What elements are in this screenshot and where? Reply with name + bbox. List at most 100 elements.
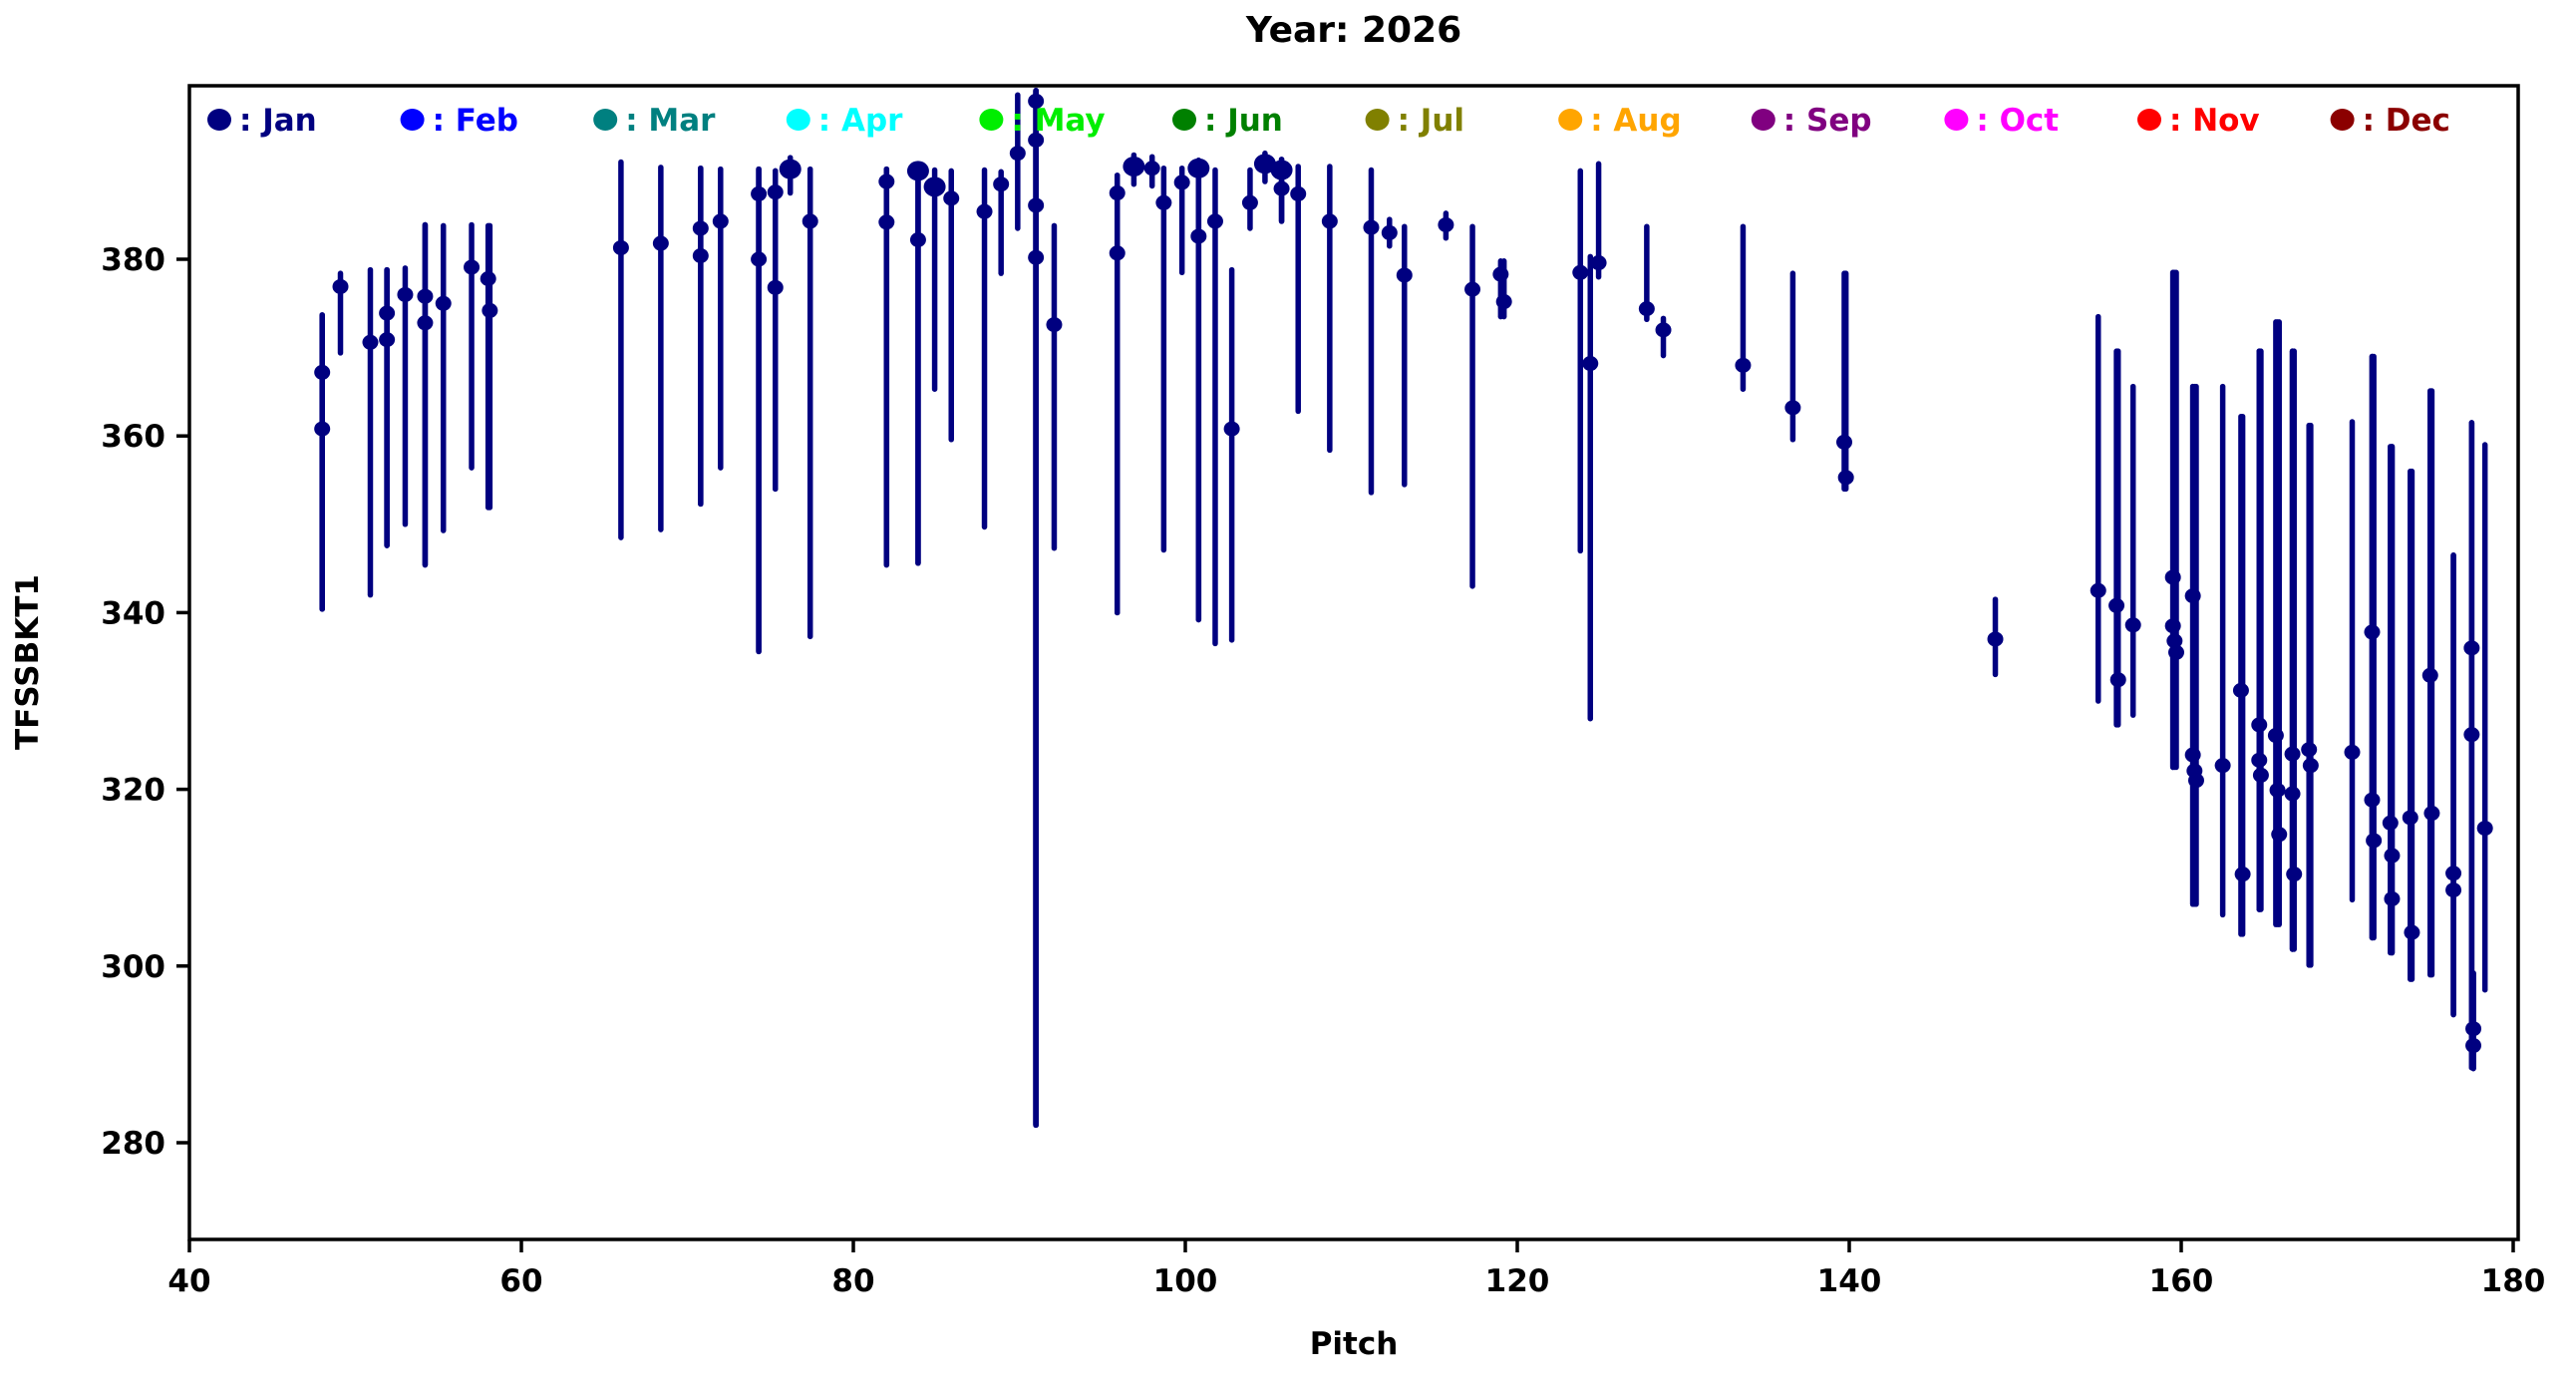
legend-item-oct: : Oct (1944, 103, 2059, 139)
x-axis-tick-label: 140 (1817, 1263, 1882, 1299)
data-point (712, 213, 729, 229)
legend-item-feb: : Feb (400, 103, 518, 139)
data-point (2269, 782, 2286, 798)
legend-marker-icon (207, 109, 231, 131)
y-axis-tick-label: 300 (101, 949, 165, 985)
data-point (1363, 219, 1380, 235)
legend-item-sep: : Sep (1751, 103, 1872, 139)
legend-label: : Jul (1398, 103, 1464, 139)
data-point (482, 302, 498, 318)
x-axis-tick-label: 180 (2481, 1263, 2546, 1299)
legend-label: : Aug (1590, 103, 1681, 139)
data-point (878, 174, 895, 189)
data-point (397, 286, 414, 302)
y-axis-tick-label: 320 (101, 773, 165, 809)
legend-label: : Jan (239, 103, 317, 139)
data-point (2423, 806, 2440, 822)
data-point (2364, 624, 2381, 640)
data-point (1290, 185, 1307, 201)
data-point (2463, 640, 2480, 656)
data-point (1321, 213, 1338, 229)
x-axis-tick-label: 100 (1153, 1263, 1218, 1299)
data-point (1492, 266, 1509, 282)
data-point (943, 190, 960, 206)
data-point (2184, 588, 2201, 604)
x-axis-tick-label: 60 (499, 1263, 542, 1299)
legend-item-nov: : Nov (2137, 103, 2260, 139)
data-point (1270, 160, 1293, 180)
data-point (2384, 848, 2401, 864)
legend: : Jan : Feb : Mar : Apr : May : Jun : Jul : Aug… (207, 103, 2450, 139)
data-point (2302, 758, 2319, 774)
legend-marker-icon (1944, 109, 1969, 131)
y-axis-tick-label: 280 (101, 1126, 165, 1162)
legend-marker-icon (1558, 109, 1583, 131)
data-point (1028, 93, 1045, 109)
data-point (2108, 597, 2125, 613)
data-point (1109, 245, 1126, 261)
data-point (692, 220, 709, 236)
legend-label: : Sep (1783, 103, 1872, 139)
y-axis-tick-label: 340 (101, 595, 165, 631)
data-point (2463, 727, 2480, 743)
data-point (1223, 421, 1240, 437)
legend-label: : Dec (2363, 103, 2450, 139)
data-point (435, 295, 452, 311)
data-point (1836, 434, 1853, 450)
legend-marker-icon (1751, 109, 1775, 131)
data-point (2164, 569, 2181, 585)
data-point (2465, 1038, 2482, 1054)
data-point (2252, 767, 2269, 783)
data-point (2234, 867, 2251, 882)
data-point (2251, 752, 2268, 768)
error-bars-layer (319, 88, 2488, 1129)
data-point (751, 185, 768, 201)
data-point (1206, 213, 1223, 229)
data-point (1143, 161, 1160, 176)
data-point (1028, 249, 1045, 265)
data-point (379, 305, 396, 321)
data-point (2476, 821, 2493, 837)
data-points-layer (314, 93, 2493, 1054)
data-point (909, 232, 926, 248)
legend-marker-icon (1172, 109, 1196, 131)
data-point (417, 288, 434, 304)
data-point (1253, 154, 1276, 174)
data-point (1173, 174, 1190, 190)
y-axis-label: TFSSBKT1 (10, 574, 46, 750)
data-point (2465, 1021, 2482, 1037)
data-point (1837, 470, 1854, 486)
data-point (2284, 786, 2301, 802)
data-point (1381, 224, 1398, 240)
data-point (612, 239, 629, 255)
data-point (2166, 633, 2183, 649)
data-point (2301, 742, 2318, 758)
data-point (2286, 867, 2303, 882)
data-point (1784, 400, 1801, 416)
data-point (993, 176, 1010, 192)
legend-item-aug: : Aug (1558, 103, 1682, 139)
legend-label: : Feb (433, 103, 518, 139)
legend-item-jul: : Jul (1365, 103, 1464, 139)
data-point (379, 332, 396, 348)
data-point (751, 251, 768, 267)
data-point (2184, 747, 2201, 763)
data-point (2109, 672, 2126, 688)
data-point (2445, 866, 2462, 881)
data-point (2124, 617, 2141, 633)
data-point (2164, 618, 2181, 634)
legend-item-apr: : Apr (786, 103, 903, 139)
data-point (692, 247, 709, 263)
data-point (767, 184, 784, 200)
legend-item-mar: : Mar (593, 103, 716, 139)
plot-border (187, 84, 2520, 1241)
data-point (779, 159, 802, 179)
legend-marker-icon (2137, 109, 2161, 131)
legend-item-may: : May (979, 103, 1106, 139)
data-point (2090, 582, 2106, 598)
legend-label: : Jun (1204, 103, 1283, 139)
data-point (332, 278, 349, 294)
data-point (1396, 267, 1413, 283)
data-point (1987, 631, 2004, 647)
